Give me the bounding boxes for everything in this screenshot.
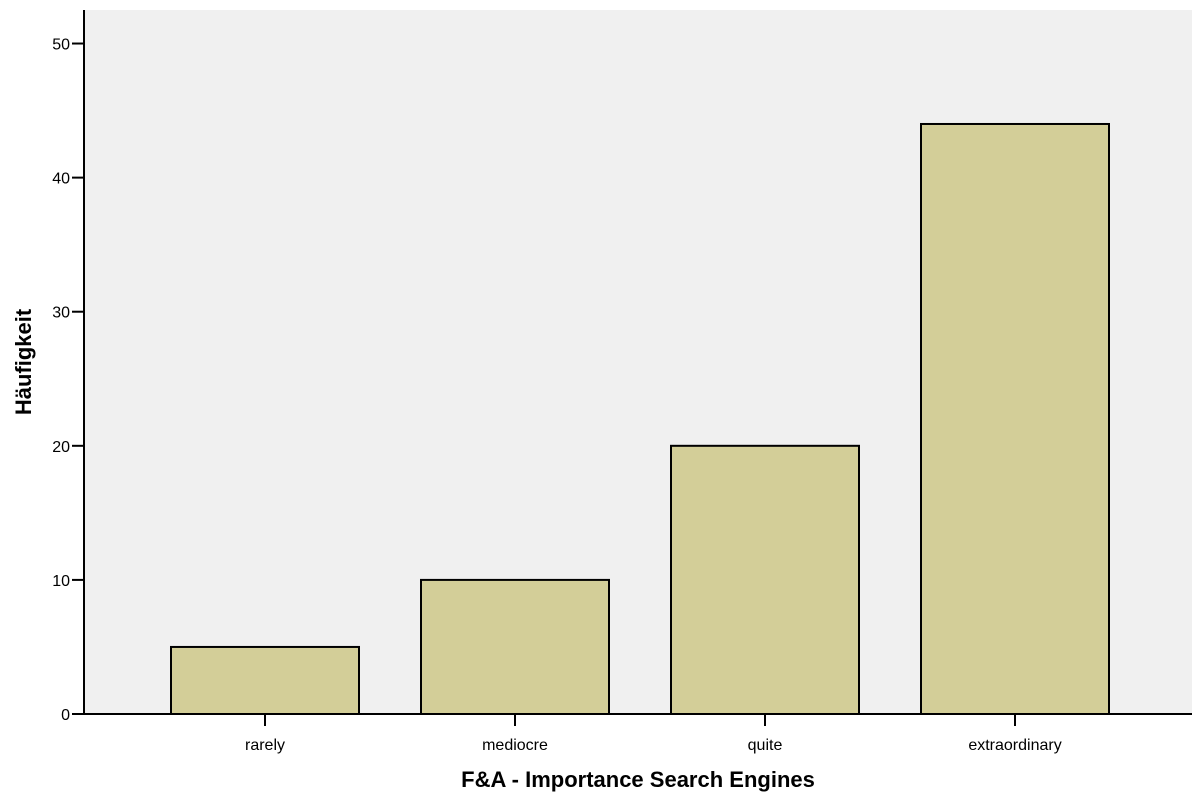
x-tick-label: quite [748, 737, 783, 754]
y-tick-label: 0 [61, 707, 70, 724]
y-tick-label: 10 [52, 573, 70, 590]
y-tick-label: 50 [52, 37, 70, 54]
x-tick-label: mediocre [482, 737, 548, 754]
x-tick-label: rarely [245, 737, 285, 754]
y-ticks-layer: 0 10 20 30 40 50 [52, 37, 84, 724]
x-ticks-layer: rarely mediocre quite extraordinary [245, 714, 1062, 754]
bar-mediocre [420, 578, 610, 716]
y-tick-label: 40 [52, 171, 70, 188]
y-axis-title: Häufigkeit [11, 308, 36, 415]
bars-layer [170, 122, 1110, 716]
bar-quite [670, 444, 860, 715]
x-axis-title: F&A - Importance Search Engines [461, 767, 815, 792]
bar-extraordinary [920, 122, 1110, 715]
x-tick-label: extraordinary [968, 737, 1061, 754]
y-tick-label: 20 [52, 439, 70, 456]
y-tick-label: 30 [52, 305, 70, 322]
bar-rarely [170, 645, 360, 716]
